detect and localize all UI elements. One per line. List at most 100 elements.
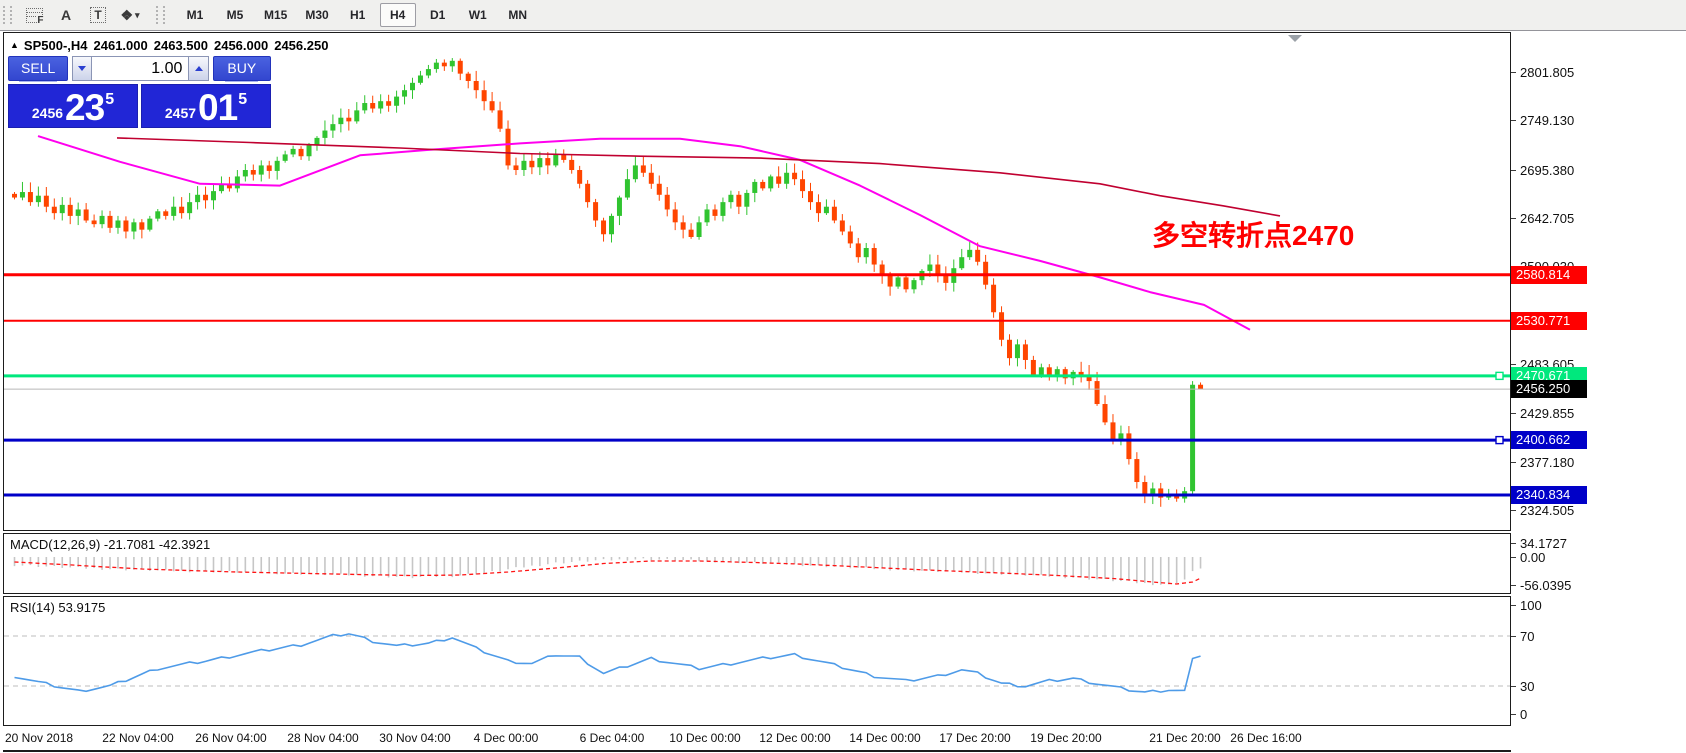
time-axis-label: 17 Dec 20:00 xyxy=(939,731,1011,745)
price-tag-label: 2456.250 xyxy=(1511,380,1587,399)
time-axis-label: 19 Dec 20:00 xyxy=(1030,731,1102,745)
time-axis[interactable]: 20 Nov 2018 22 Nov 04:00 26 Nov 04:00 28 No… xyxy=(3,727,1511,752)
rsi-canvas[interactable] xyxy=(4,597,1510,725)
sell-button-label: SELL xyxy=(18,57,58,82)
price-tick-label: 2749.130 xyxy=(1520,113,1575,129)
toolbar-drag-handle-2[interactable] xyxy=(156,6,165,24)
rsi-line xyxy=(14,633,1201,693)
timeframe-m15[interactable]: M15 xyxy=(264,8,288,22)
time-axis-label: 30 Nov 04:00 xyxy=(379,731,451,745)
time-axis-label: 4 Dec 00:00 xyxy=(473,731,539,745)
main-chart-canvas[interactable] xyxy=(4,33,1510,530)
time-axis-label: 20 Nov 2018 xyxy=(5,731,74,745)
price-tick-label: 2801.805 xyxy=(1520,65,1575,80)
ma-fast-magenta xyxy=(37,135,1251,331)
ohlc-low: 2456.000 xyxy=(213,38,269,53)
sell-price-handle: 2456 xyxy=(31,105,64,121)
price-tick-label: 2429.855 xyxy=(1520,406,1575,422)
buy-price-handle: 2457 xyxy=(164,105,197,121)
time-axis-label: 12 Dec 00:00 xyxy=(759,731,831,745)
macd-label: MACD(12,26,9) -21.7081 -42.3921 xyxy=(10,537,211,552)
volume-increase-button[interactable] xyxy=(188,56,209,81)
volume-input[interactable] xyxy=(92,56,189,81)
timeframe-w1[interactable]: W1 xyxy=(468,8,487,22)
dropdown-arrow-icon: ▾ xyxy=(135,9,140,20)
axis-tick xyxy=(1511,120,1516,122)
buy-button[interactable]: BUY xyxy=(212,56,271,82)
rsi-indicator-panel[interactable] xyxy=(3,596,1511,726)
axis-tick xyxy=(1511,543,1516,544)
buy-button-label: BUY xyxy=(225,57,259,82)
ohlc-close: 2456.250 xyxy=(274,38,329,53)
axis-tick xyxy=(1511,364,1516,365)
axis-tick xyxy=(1511,413,1516,415)
symbol-name: SP500-,H4 xyxy=(23,38,88,53)
symbol-arrow-icon: ▲ xyxy=(10,40,19,50)
volume-decrease-button[interactable] xyxy=(72,56,93,81)
axis-tick xyxy=(1511,72,1516,73)
axis-tick xyxy=(1511,461,1516,463)
sell-button[interactable]: SELL xyxy=(8,56,69,82)
price-tick-label: 2324.505 xyxy=(1520,503,1575,518)
timeframe-h1[interactable]: H1 xyxy=(350,8,366,22)
time-axis-label: 28 Nov 04:00 xyxy=(287,731,359,745)
volume-increase-icon xyxy=(194,66,203,71)
buy-price-pips: 01 xyxy=(198,87,238,128)
ohlc-open: 2461.000 xyxy=(93,38,148,53)
time-axis-label: 21 Dec 20:00 xyxy=(1149,731,1221,745)
timeframe-d1[interactable]: D1 xyxy=(430,8,446,22)
axis-tick xyxy=(1511,585,1516,586)
top-toolbar: F A T ❖ ▾ M1 M5 M15 M30 H1 H4 D1 W1 MN xyxy=(0,0,1686,31)
price-tag-label: 2580.814 xyxy=(1511,265,1587,284)
indicator-tick-label: 34.1727 xyxy=(1520,536,1567,551)
grid-f-icon[interactable]: F xyxy=(21,3,47,27)
sell-price-point: 5 xyxy=(105,91,115,108)
time-axis-label: 22 Nov 04:00 xyxy=(102,731,174,745)
price-axis[interactable]: 2801.8052749.1302695.3802642.7052590.030… xyxy=(1511,31,1686,753)
time-axis-label: 26 Dec 16:00 xyxy=(1230,731,1302,745)
price-tag-label: 2400.662 xyxy=(1511,431,1587,450)
grid-glyph: F xyxy=(25,7,44,26)
object-tools-group: F A T ❖ ▾ xyxy=(18,3,146,27)
axis-tick xyxy=(1511,169,1516,171)
toolbar-drag-handle[interactable] xyxy=(3,6,12,24)
rsi-label: RSI(14) 53.9175 xyxy=(10,600,106,615)
axis-tick xyxy=(1511,686,1516,687)
price-tick-label: 2695.380 xyxy=(1520,162,1575,178)
chart-shift-marker-icon xyxy=(1288,35,1302,42)
axis-tick xyxy=(1511,510,1516,511)
buy-price-point: 5 xyxy=(238,91,248,108)
price-tag-label: 2530.771 xyxy=(1511,311,1587,330)
macd-indicator-panel[interactable] xyxy=(3,533,1511,594)
text-label-icon[interactable]: A xyxy=(60,7,72,23)
annotation-text[interactable]: 多空转折点2470 xyxy=(1152,220,1355,251)
price-tick-label: 2377.180 xyxy=(1520,454,1575,470)
time-axis-label: 10 Dec 00:00 xyxy=(669,731,741,745)
arrow-style-icon[interactable]: ❖ ▾ xyxy=(120,6,140,23)
price-tick-label: 2642.705 xyxy=(1520,211,1575,226)
indicator-tick-label: 100 xyxy=(1520,598,1542,613)
timeframe-m30[interactable]: M30 xyxy=(305,8,329,22)
indicator-tick-label: 0.00 xyxy=(1520,550,1546,565)
macd-canvas[interactable] xyxy=(4,534,1510,593)
timeframe-m1[interactable]: M1 xyxy=(186,8,204,22)
symbol-ohlc-header: ▲ SP500-,H4 2461.000 2463.500 2456.000 2456.2… xyxy=(10,38,334,53)
buy-price-display[interactable]: 2457 01 5 xyxy=(141,84,271,128)
time-axis-label: 14 Dec 00:00 xyxy=(849,731,921,745)
timeframe-button-group: M1 M5 M15 M30 H1 H4 D1 W1 MN xyxy=(175,3,538,27)
ohlc-high: 2463.500 xyxy=(153,38,208,53)
axis-tick xyxy=(1511,557,1516,558)
text-box-icon[interactable]: T xyxy=(85,3,111,27)
indicator-tick-label: 0 xyxy=(1520,707,1528,722)
sell-price-display[interactable]: 2456 23 5 xyxy=(8,84,138,128)
timeframe-mn[interactable]: MN xyxy=(508,8,528,22)
indicator-tick-label: 70 xyxy=(1520,629,1535,644)
axis-tick xyxy=(1511,605,1516,606)
ma-slow-crimson xyxy=(116,137,1281,217)
indicator-tick-label: -56.0395 xyxy=(1520,578,1572,593)
timeframe-m5[interactable]: M5 xyxy=(226,8,244,22)
axis-tick xyxy=(1511,218,1516,219)
volume-decrease-icon xyxy=(78,66,87,71)
timeframe-h4[interactable]: H4 xyxy=(379,3,416,27)
